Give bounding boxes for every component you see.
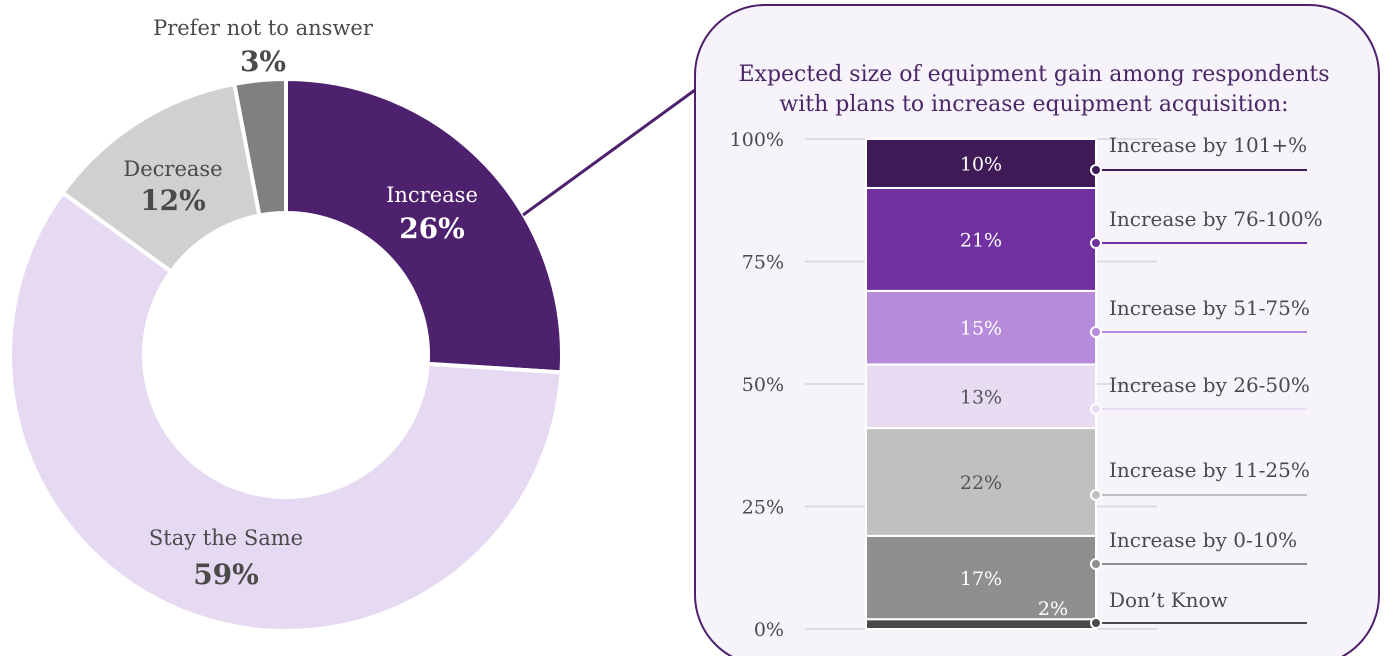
connector-line: [522, 88, 696, 217]
y-tick-label: 50%: [742, 374, 784, 396]
donut-slice-decrease: [59, 81, 262, 275]
bar-segment-don-t-know: [865, 618, 1097, 631]
legend-label-increase-by-76-100: Increase by 76-100%: [1109, 207, 1323, 231]
bar-segment-increase-by-51-75: [865, 289, 1097, 366]
donut-slice-increase: [284, 76, 564, 375]
bar-value-increase-by-76-100: 21%: [960, 229, 1002, 251]
bar-value-don-t-know: 2%: [1038, 598, 1068, 620]
bar-value-increase-by-0-10: 17%: [960, 568, 1002, 590]
legend-label-increase-by-0-10: Increase by 0-10%: [1109, 528, 1297, 552]
legend-dot-don-t-know: [1090, 617, 1102, 629]
donut-value-increase: 26%: [399, 212, 465, 245]
donut-label-increase: Increase: [386, 183, 478, 207]
donut-chart: Increase 26% Stay the Same 59% Decrease 12% Pr…: [8, 16, 564, 633]
legend-dot-increase-by-76-100: [1090, 237, 1102, 249]
stacked-bar-chart: 0% 25% 50% 75% 100% 2% 17% 22% 13% 15% 21% 10% Don’t…: [730, 129, 1323, 641]
y-tick-label: 0%: [754, 619, 784, 641]
legend-dot-increase-by-101: [1090, 164, 1102, 176]
bar-value-increase-by-101: 10%: [960, 154, 1002, 176]
bar-value-increase-by-51-75: 15%: [960, 318, 1002, 340]
legend-label-increase-by-51-75: Increase by 51-75%: [1109, 296, 1310, 320]
donut-label-prefer-not-to-answer: Prefer not to answer: [153, 16, 374, 40]
bar-value-increase-by-26-50: 13%: [960, 386, 1002, 408]
donut-label-stay-the-same: Stay the Same: [149, 526, 303, 550]
bar-segment-increase-by-11-25: [865, 427, 1097, 537]
bar-segment-increase-by-0-10: [865, 534, 1097, 621]
donut-slice-prefer-not-to-answer: [231, 76, 288, 218]
legend-dot-increase-by-0-10: [1090, 558, 1102, 570]
donut-value-decrease: 12%: [140, 184, 206, 217]
bar-value-increase-by-11-25: 22%: [960, 472, 1002, 494]
y-tick-label: 25%: [742, 497, 784, 519]
y-tick-label: 75%: [742, 252, 784, 274]
y-tick-label: 100%: [730, 129, 784, 151]
legend-label-increase-by-101: Increase by 101+%: [1109, 133, 1307, 157]
legend-dot-increase-by-51-75: [1090, 326, 1102, 338]
donut-slice-stay-the-same: [8, 189, 564, 633]
legend-label-increase-by-11-25: Increase by 11-25%: [1109, 458, 1310, 482]
bar-segment-increase-by-101: [865, 138, 1097, 189]
legend-dot-increase-by-26-50: [1090, 403, 1102, 415]
legend-label-don-t-know: Don’t Know: [1109, 588, 1228, 612]
donut-label-decrease: Decrease: [123, 157, 222, 181]
bar-segment-increase-by-76-100: [865, 187, 1097, 292]
chart-title-line-1: Expected size of equipment gain among re…: [738, 62, 1329, 87]
donut-value-prefer-not-to-answer: 3%: [240, 45, 286, 78]
donut-value-stay-the-same: 59%: [193, 558, 259, 591]
legend-dot-increase-by-11-25: [1090, 489, 1102, 501]
legend-label-increase-by-26-50: Increase by 26-50%: [1109, 373, 1310, 397]
chart-title-line-2: with plans to increase equipment acquisi…: [779, 92, 1288, 117]
